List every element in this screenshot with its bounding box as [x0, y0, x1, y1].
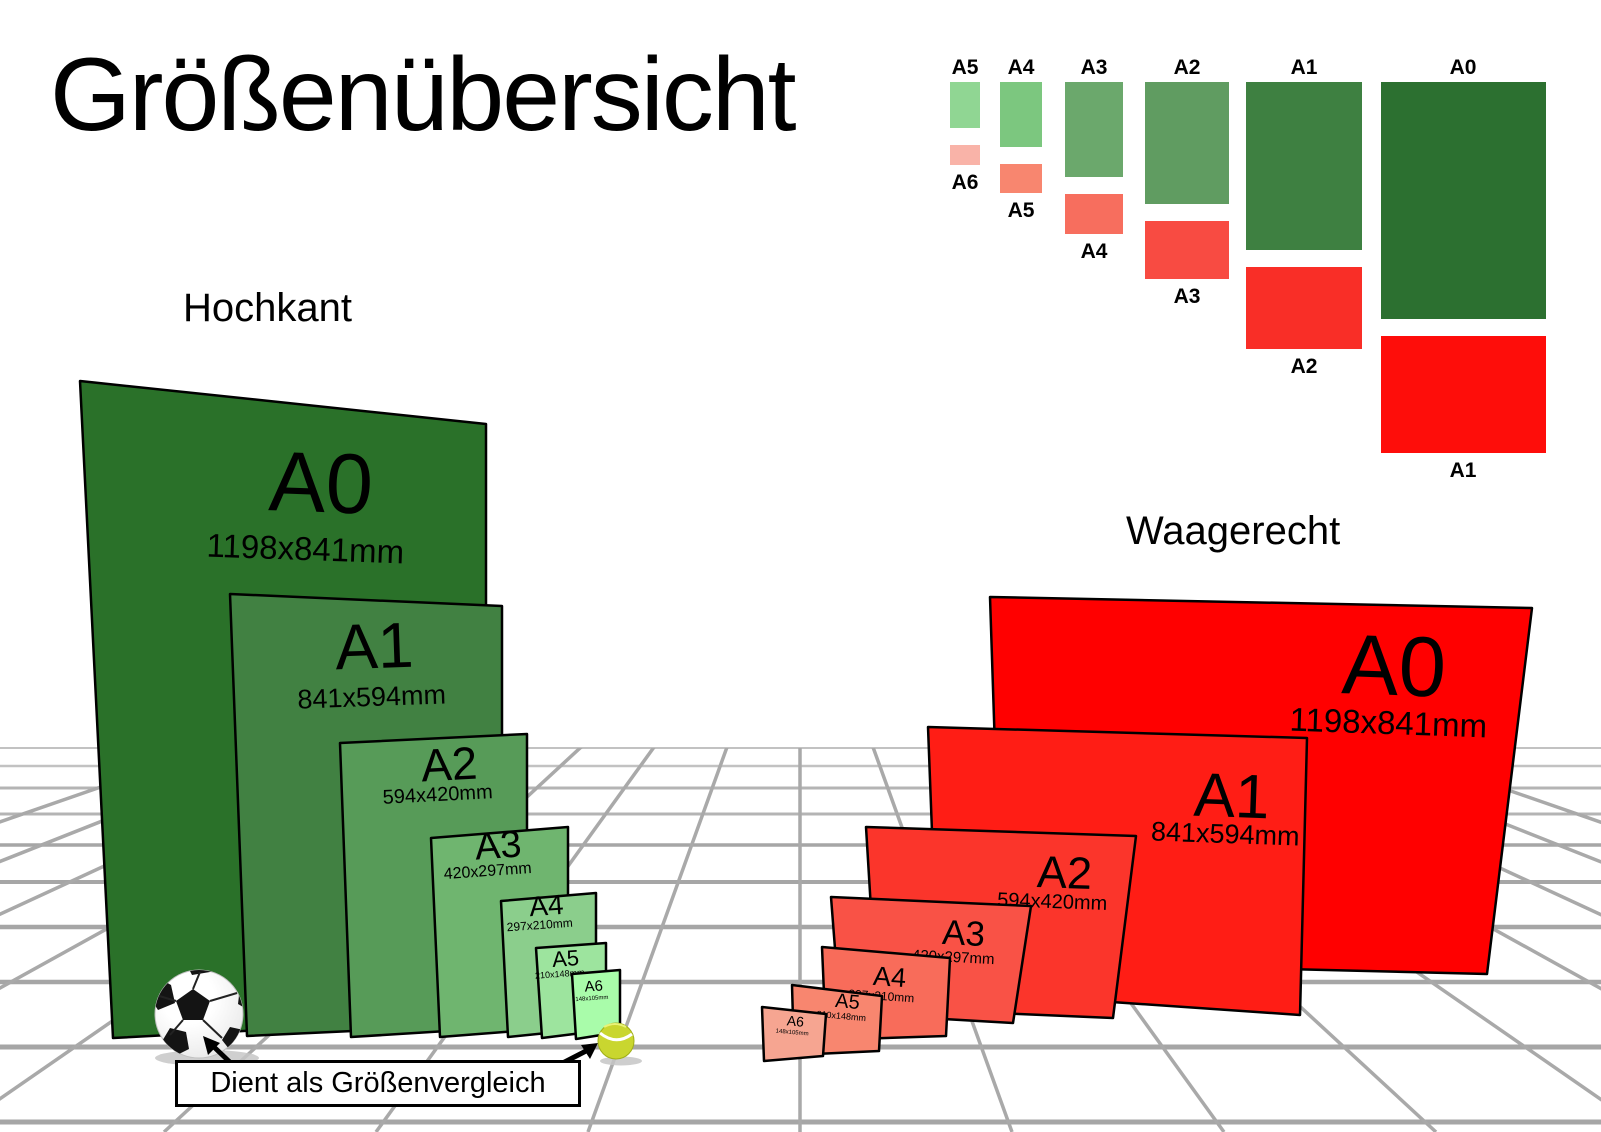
page-title: Größenübersicht — [50, 37, 797, 153]
mini-top-label-a1: A1 — [1291, 56, 1318, 79]
landscape-a6-panel — [760, 1005, 828, 1063]
mini-bottom-label-a2: A2 — [1291, 355, 1318, 378]
landscape-a6-label: A6 — [786, 1012, 805, 1029]
landscape-a2-label: A2 — [1036, 846, 1093, 899]
portrait-a0-dims: 1198x841mm — [206, 527, 405, 571]
landscape-a1-label: A1 — [1193, 761, 1271, 833]
landscape-section-heading: Waagerecht — [1126, 509, 1341, 553]
landscape-a3-label: A3 — [941, 913, 986, 954]
portrait-a3-dims: 420x297mm — [443, 860, 532, 883]
mini-top-label-a5: A5 — [952, 56, 979, 79]
landscape-a5-dims: 210x148mm — [816, 1009, 866, 1023]
mini-bottom-label-a1: A1 — [1450, 459, 1477, 482]
mini-green-a2 — [1145, 82, 1229, 204]
arrow-head-left — [203, 1036, 220, 1055]
mini-red-a3 — [1145, 221, 1229, 279]
mini-top-label-a4: A4 — [1008, 56, 1035, 79]
mini-bottom-label-a4: A4 — [1081, 240, 1108, 263]
mini-red-a1 — [1381, 336, 1546, 453]
portrait-section-heading: Hochkant — [183, 286, 352, 330]
mini-green-a0 — [1381, 82, 1546, 319]
portrait-a1-dims: 841x594mm — [297, 679, 447, 714]
mini-bottom-label-a5: A5 — [1008, 199, 1035, 222]
mini-bottom-label-a3: A3 — [1174, 285, 1201, 308]
portrait-a6-label: A6 — [584, 977, 604, 995]
mini-red-a5 — [1000, 164, 1042, 193]
portrait-a3-label: A3 — [474, 823, 523, 868]
landscape-a6-dims: 148x105mm — [775, 1029, 808, 1038]
mini-bottom-label-a6: A6 — [952, 171, 979, 194]
mini-top-label-a3: A3 — [1081, 56, 1108, 79]
portrait-a6-dims: 148x105mm — [575, 995, 608, 1003]
tennis-ball-icon — [597, 1022, 642, 1066]
mini-red-a2 — [1246, 267, 1362, 349]
landscape-a0-dims: 1198x841mm — [1289, 701, 1488, 745]
mini-green-a1 — [1246, 82, 1362, 250]
portrait-a0-label: A0 — [267, 434, 374, 533]
landscape-a4-label: A4 — [872, 961, 907, 993]
portrait-a5-label: A5 — [551, 945, 580, 972]
mini-top-label-a0: A0 — [1450, 56, 1477, 79]
landscape-a5-label: A5 — [834, 990, 860, 1014]
arrow-head-right — [581, 1043, 598, 1059]
landscape-a1-dims: 841x594mm — [1151, 816, 1301, 851]
mini-red-a4 — [1065, 194, 1123, 234]
portrait-a4-dims: 297x210mm — [506, 916, 573, 935]
mini-chart: A5 A4 A3 A2 A1 A0 A6 A5 A4 A3 A2 A1 — [950, 56, 1546, 482]
size-comparison-callout: Dient als Größenvergleich — [175, 1060, 581, 1107]
mini-green-a3 — [1065, 82, 1123, 177]
landscape-a0-label: A0 — [1340, 617, 1447, 716]
portrait-a2-label: A2 — [420, 737, 479, 792]
portrait-stack: A0 1198x841mm A1 841x594mm A2 594x420mm … — [78, 379, 622, 1041]
mini-top-label-a2: A2 — [1174, 56, 1201, 79]
mini-green-a4 — [1000, 82, 1042, 147]
portrait-a1-label: A1 — [334, 609, 415, 684]
portrait-a4-label: A4 — [528, 889, 564, 922]
mini-red-a6 — [950, 145, 980, 165]
landscape-stack: A0 1198x841mm A1 841x594mm A2 594x420mm … — [760, 595, 1534, 1063]
mini-green-a5 — [950, 82, 980, 128]
